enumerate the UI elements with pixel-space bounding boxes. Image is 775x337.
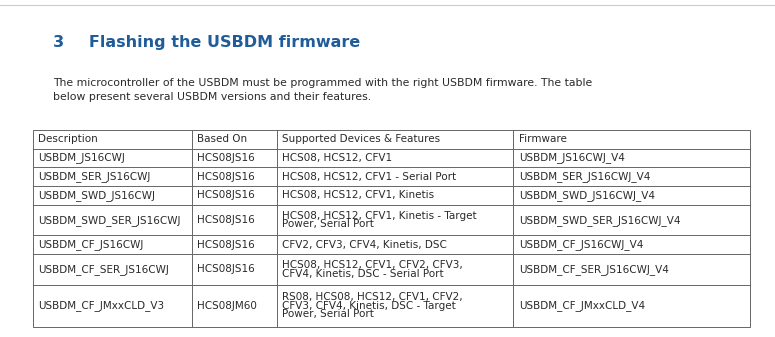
Text: Based On: Based On xyxy=(198,134,247,144)
Text: USBDM_SWD_JS16CWJ_V4: USBDM_SWD_JS16CWJ_V4 xyxy=(518,190,655,201)
Text: HCS08, HCS12, CFV1: HCS08, HCS12, CFV1 xyxy=(282,153,392,163)
Text: Power, Serial Port: Power, Serial Port xyxy=(282,309,374,319)
Text: Firmware: Firmware xyxy=(518,134,567,144)
Text: HCS08, HCS12, CFV1, CFV2, CFV3,: HCS08, HCS12, CFV1, CFV2, CFV3, xyxy=(282,260,463,270)
Text: CFV2, CFV3, CFV4, Kinetis, DSC: CFV2, CFV3, CFV4, Kinetis, DSC xyxy=(282,240,447,250)
Text: CFV4, Kinetis, DSC - Serial Port: CFV4, Kinetis, DSC - Serial Port xyxy=(282,269,443,279)
Text: HCS08, HCS12, CFV1, Kinetis - Target: HCS08, HCS12, CFV1, Kinetis - Target xyxy=(282,211,477,221)
Text: RS08, HCS08, HCS12, CFV1, CFV2,: RS08, HCS08, HCS12, CFV1, CFV2, xyxy=(282,292,463,302)
Text: The microcontroller of the USBDM must be programmed with the right USBDM firmwar: The microcontroller of the USBDM must be… xyxy=(53,78,592,102)
Text: Flashing the USBDM firmware: Flashing the USBDM firmware xyxy=(72,35,360,51)
Text: USBDM_CF_JMxxCLD_V3: USBDM_CF_JMxxCLD_V3 xyxy=(38,300,164,311)
Text: USBDM_SWD_SER_JS16CWJ: USBDM_SWD_SER_JS16CWJ xyxy=(38,215,181,225)
Text: HCS08JS16: HCS08JS16 xyxy=(198,265,255,274)
Text: USBDM_CF_JMxxCLD_V4: USBDM_CF_JMxxCLD_V4 xyxy=(518,300,645,311)
Text: HCS08, HCS12, CFV1 - Serial Port: HCS08, HCS12, CFV1 - Serial Port xyxy=(282,172,456,182)
Text: USBDM_SWD_SER_JS16CWJ_V4: USBDM_SWD_SER_JS16CWJ_V4 xyxy=(518,215,680,225)
Text: HCS08JM60: HCS08JM60 xyxy=(198,301,257,311)
Text: 3: 3 xyxy=(53,35,64,51)
Text: Description: Description xyxy=(38,134,98,144)
Text: USBDM_CF_JS16CWJ: USBDM_CF_JS16CWJ xyxy=(38,239,143,250)
Text: USBDM_SER_JS16CWJ: USBDM_SER_JS16CWJ xyxy=(38,171,150,182)
Text: USBDM_JS16CWJ: USBDM_JS16CWJ xyxy=(38,152,125,163)
Text: HCS08JS16: HCS08JS16 xyxy=(198,153,255,163)
Text: USBDM_CF_SER_JS16CWJ: USBDM_CF_SER_JS16CWJ xyxy=(38,264,169,275)
Text: HCS08JS16: HCS08JS16 xyxy=(198,172,255,182)
Text: HCS08JS16: HCS08JS16 xyxy=(198,240,255,250)
Text: Supported Devices & Features: Supported Devices & Features xyxy=(282,134,440,144)
Text: USBDM_JS16CWJ_V4: USBDM_JS16CWJ_V4 xyxy=(518,152,625,163)
Text: HCS08JS16: HCS08JS16 xyxy=(198,215,255,225)
Text: HCS08, HCS12, CFV1, Kinetis: HCS08, HCS12, CFV1, Kinetis xyxy=(282,190,434,201)
Text: USBDM_SER_JS16CWJ_V4: USBDM_SER_JS16CWJ_V4 xyxy=(518,171,650,182)
Text: HCS08JS16: HCS08JS16 xyxy=(198,190,255,201)
Text: USBDM_CF_JS16CWJ_V4: USBDM_CF_JS16CWJ_V4 xyxy=(518,239,643,250)
Text: USBDM_SWD_JS16CWJ: USBDM_SWD_JS16CWJ xyxy=(38,190,155,201)
Bar xyxy=(33,130,750,327)
Text: CFV3, CFV4, Kinetis, DSC - Target: CFV3, CFV4, Kinetis, DSC - Target xyxy=(282,301,456,311)
Text: USBDM_CF_SER_JS16CWJ_V4: USBDM_CF_SER_JS16CWJ_V4 xyxy=(518,264,669,275)
Text: Power, Serial Port: Power, Serial Port xyxy=(282,219,374,229)
